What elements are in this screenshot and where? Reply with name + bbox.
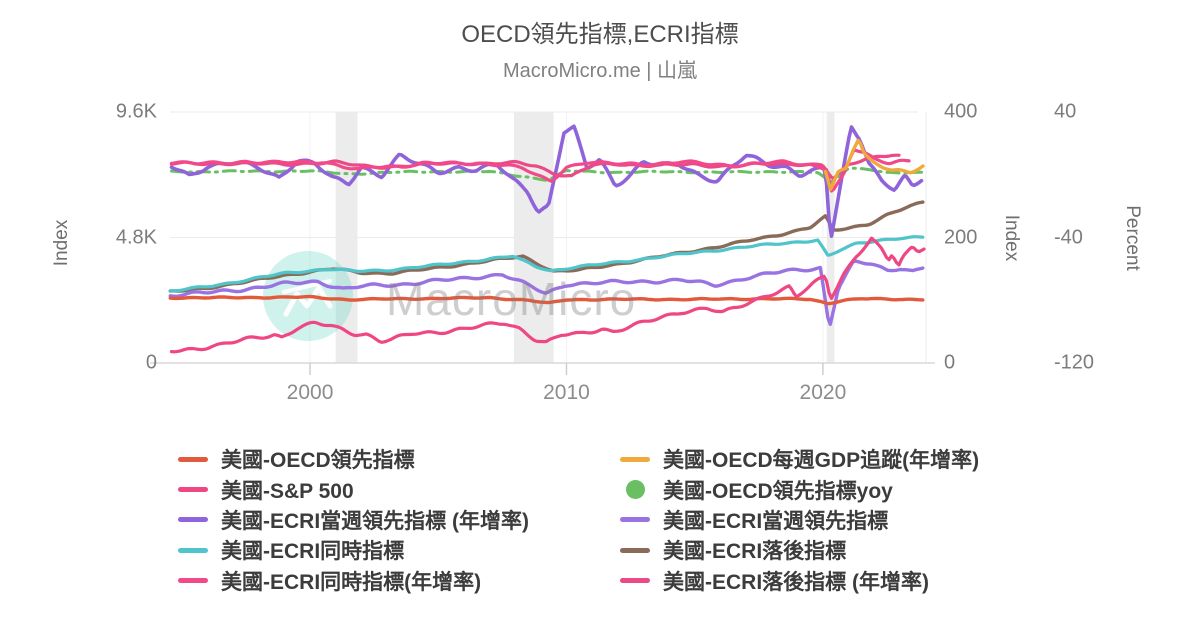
legend-line-marker bbox=[178, 547, 208, 553]
sp500-swatch bbox=[178, 487, 208, 493]
ecri-wli-swatch bbox=[620, 517, 650, 523]
oecd-lei-swatch bbox=[178, 456, 208, 462]
legend-line-marker bbox=[178, 456, 208, 462]
legend-item-oecd-lei-yoy[interactable]: 美國-OECD領先指標yoy bbox=[620, 474, 979, 504]
legend-line-marker bbox=[620, 578, 650, 584]
ecri-coincident-yoy-swatch bbox=[178, 578, 208, 584]
watermark-text: MacroMicro bbox=[386, 273, 637, 325]
legend-item-ecri-wli[interactable]: 美國-ECRI當週領先指標 bbox=[620, 505, 979, 535]
legend-label: 美國-ECRI同時指標(年增率) bbox=[221, 570, 482, 594]
x-tick-label: 2020 bbox=[799, 381, 847, 404]
legend-line-marker bbox=[620, 517, 650, 523]
legend-line-marker bbox=[178, 517, 208, 523]
series-oecd-lei bbox=[168, 294, 925, 306]
legend-item-oecd-lei[interactable]: 美國-OECD領先指標 bbox=[178, 444, 529, 474]
percent-tick-label: -120 bbox=[1054, 351, 1095, 374]
chart-subtitle: MacroMicro.me | 山嵐 bbox=[502, 60, 698, 82]
legend-line-marker bbox=[620, 456, 650, 462]
legend-label: 美國-OECD領先指標 bbox=[221, 449, 415, 473]
legend-label: 美國-ECRI落後指標 (年增率) bbox=[663, 570, 929, 594]
oecd-lei-yoy-swatch bbox=[625, 480, 645, 500]
series-ecri-wli bbox=[168, 259, 925, 326]
legend-item-oecd-weekly-gdp-tracker[interactable]: 美國-OECD每週GDP追蹤(年增率) bbox=[620, 444, 979, 474]
ecri-wli-yoy-swatch bbox=[178, 517, 208, 523]
legend-column-left: 美國-OECD領先指標 美國-S&P 500 美國-ECRI當週領先指標 (年增率)… bbox=[178, 444, 529, 596]
legend-label: 美國-S&P 500 bbox=[221, 479, 354, 503]
right_index-tick-label: 400 bbox=[944, 100, 978, 123]
legend-item-sp500[interactable]: 美國-S&P 500 bbox=[178, 474, 529, 504]
right_index-tick-label: 0 bbox=[944, 351, 956, 374]
legend-line-marker bbox=[178, 578, 208, 584]
oecd-weekly-gdp-tracker-swatch bbox=[620, 456, 650, 462]
series-ecri-lagging-yoy bbox=[169, 153, 901, 180]
legend-line-marker bbox=[620, 547, 650, 553]
legend-label: 美國-OECD領先指標yoy bbox=[663, 479, 893, 503]
legend-label: 美國-OECD每週GDP追蹤(年增率) bbox=[663, 449, 980, 473]
series-oecd-weekly-gdp-tracker bbox=[823, 138, 925, 191]
legend-label: 美國-ECRI同時指標 bbox=[221, 540, 405, 564]
legend-circle-marker bbox=[620, 480, 650, 500]
left_index-tick-label: 9.6K bbox=[115, 100, 157, 123]
x-tick-label: 2010 bbox=[543, 381, 590, 404]
legend-column-right: 美國-OECD每週GDP追蹤(年增率) 美國-OECD領先指標yoy 美國-ECRI… bbox=[620, 444, 979, 596]
legend-item-ecri-lagging-yoy[interactable]: 美國-ECRI落後指標 (年增率) bbox=[620, 566, 979, 596]
legend-label: 美國-ECRI落後指標 bbox=[663, 540, 847, 564]
percent-tick-label: -40 bbox=[1054, 226, 1083, 248]
macromicro-m-logo bbox=[283, 285, 333, 317]
legend-label: 美國-ECRI當週領先指標 bbox=[663, 509, 889, 533]
legend-label: 美國-ECRI當週領先指標 (年增率) bbox=[221, 509, 529, 533]
ecri-lagging-yoy-swatch bbox=[620, 578, 650, 584]
legend-item-ecri-coincident[interactable]: 美國-ECRI同時指標 bbox=[178, 535, 529, 565]
right_index-tick-label: 200 bbox=[944, 226, 978, 248]
percent-tick-label: 40 bbox=[1054, 100, 1077, 123]
ecri-lagging-swatch bbox=[620, 547, 650, 553]
legend-item-ecri-coincident-yoy[interactable]: 美國-ECRI同時指標(年增率) bbox=[178, 566, 529, 596]
legend-item-ecri-lagging[interactable]: 美國-ECRI落後指標 bbox=[620, 535, 979, 565]
legend-line-marker bbox=[178, 487, 208, 493]
left_index-tick-label: 4.8K bbox=[115, 226, 157, 248]
ecri-coincident-swatch bbox=[178, 547, 208, 553]
x-tick-label: 2000 bbox=[286, 381, 334, 404]
left_index-tick-label: 0 bbox=[145, 351, 157, 374]
chart-title: OECD領先指標,ECRI指標 bbox=[461, 21, 739, 48]
series-sp500 bbox=[169, 236, 926, 354]
legend-item-ecri-wli-yoy[interactable]: 美國-ECRI當週領先指標 (年增率) bbox=[178, 505, 529, 535]
series-ecri-coincident-yoy bbox=[169, 148, 911, 193]
series-ecri-coincident bbox=[168, 235, 925, 293]
